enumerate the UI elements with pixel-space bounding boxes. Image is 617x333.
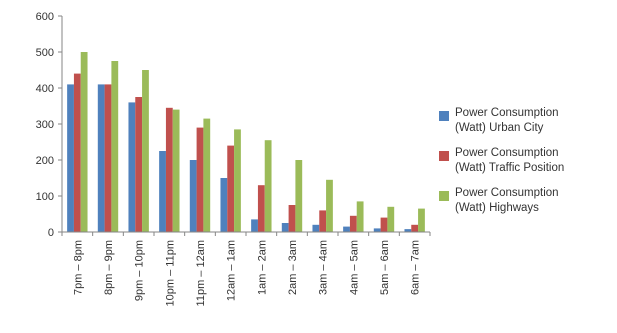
bar bbox=[312, 224, 320, 232]
bar bbox=[104, 84, 112, 233]
bar bbox=[404, 229, 412, 232]
y-tick-label: 0 bbox=[48, 227, 54, 239]
y-tick-label: 300 bbox=[36, 119, 54, 131]
bar bbox=[80, 52, 88, 232]
bar bbox=[111, 61, 119, 232]
legend-label: Power Consumption bbox=[455, 187, 559, 199]
bar bbox=[97, 84, 105, 233]
bar bbox=[67, 84, 74, 233]
x-tick-label: 9pm – 10pm bbox=[134, 240, 146, 301]
bar bbox=[387, 206, 395, 232]
bar bbox=[264, 140, 272, 232]
bar bbox=[343, 226, 350, 232]
bar bbox=[349, 215, 357, 232]
legend-label: Power Consumption bbox=[455, 147, 559, 159]
x-tick-label: 11pm – 12am bbox=[195, 240, 207, 306]
bars bbox=[67, 52, 425, 233]
x-tick-label: 1am – 2am bbox=[256, 240, 268, 295]
x-tick-label: 3am – 4am bbox=[318, 240, 330, 295]
x-tick-label: 7pm – 8pm bbox=[72, 240, 84, 295]
bar bbox=[172, 109, 180, 232]
y-tick-label: 600 bbox=[36, 11, 54, 23]
legend-entry: Power Consumption (Watt) Urban City bbox=[439, 106, 614, 136]
bar bbox=[380, 217, 388, 232]
y-axis-ticks: 0 100 200 300 400 500 600 bbox=[36, 11, 62, 239]
x-tick-label: 2am – 3am bbox=[287, 240, 299, 295]
y-tick-label: 500 bbox=[36, 47, 54, 59]
y-tick-label: 200 bbox=[36, 155, 54, 167]
legend-entry: Power Consumption (Watt) Traffic Position bbox=[439, 146, 614, 176]
bar bbox=[288, 205, 296, 232]
bar bbox=[165, 107, 173, 232]
legend-entry: Power Consumption (Watt) Highways bbox=[439, 186, 614, 216]
legend-label: (Watt) Urban City bbox=[455, 122, 544, 134]
bar bbox=[73, 73, 81, 232]
bar bbox=[159, 151, 166, 232]
bar bbox=[234, 129, 241, 232]
x-tick-label: 12am – 1am bbox=[226, 240, 238, 301]
bar bbox=[189, 160, 197, 232]
bar bbox=[220, 178, 228, 232]
bar bbox=[356, 201, 364, 232]
legend-label: Power Consumption bbox=[455, 107, 559, 119]
bar bbox=[257, 185, 265, 232]
bar bbox=[411, 224, 419, 232]
bar bbox=[319, 210, 327, 232]
bar bbox=[251, 219, 258, 232]
y-tick-label: 400 bbox=[36, 83, 54, 95]
legend: Power Consumption (Watt) Urban City Power … bbox=[439, 106, 614, 226]
legend-swatch bbox=[439, 151, 449, 161]
x-axis-ticks: 7pm – 8pm 8pm – 9pm 9pm – 10pm 10pm – 11pm 1… bbox=[61, 232, 431, 306]
legend-swatch bbox=[439, 111, 449, 121]
x-tick-label: 8pm – 9pm bbox=[103, 240, 115, 295]
bar bbox=[128, 102, 136, 233]
bar bbox=[203, 118, 211, 232]
bar bbox=[373, 228, 381, 232]
bar bbox=[196, 127, 204, 232]
bar bbox=[418, 208, 425, 232]
legend-label: (Watt) Highways bbox=[455, 202, 539, 214]
bar bbox=[142, 70, 149, 232]
x-tick-label: 10pm – 11pm bbox=[164, 240, 176, 306]
x-tick-label: 4am – 5am bbox=[348, 240, 360, 295]
legend-swatch bbox=[439, 191, 449, 201]
x-tick-label: 5am – 6am bbox=[379, 240, 391, 295]
bar bbox=[227, 145, 235, 232]
x-tick-label: 6am – 7am bbox=[410, 240, 422, 295]
bar bbox=[295, 160, 303, 232]
bar bbox=[281, 223, 289, 232]
bar bbox=[326, 179, 333, 232]
y-tick-label: 100 bbox=[36, 191, 54, 203]
legend-label: (Watt) Traffic Position bbox=[455, 162, 565, 174]
bar-chart-plot: 0 100 200 300 400 500 600 7pm – 8pm 8pm – 9pm 9p… bbox=[36, 11, 431, 306]
bar bbox=[135, 97, 143, 232]
